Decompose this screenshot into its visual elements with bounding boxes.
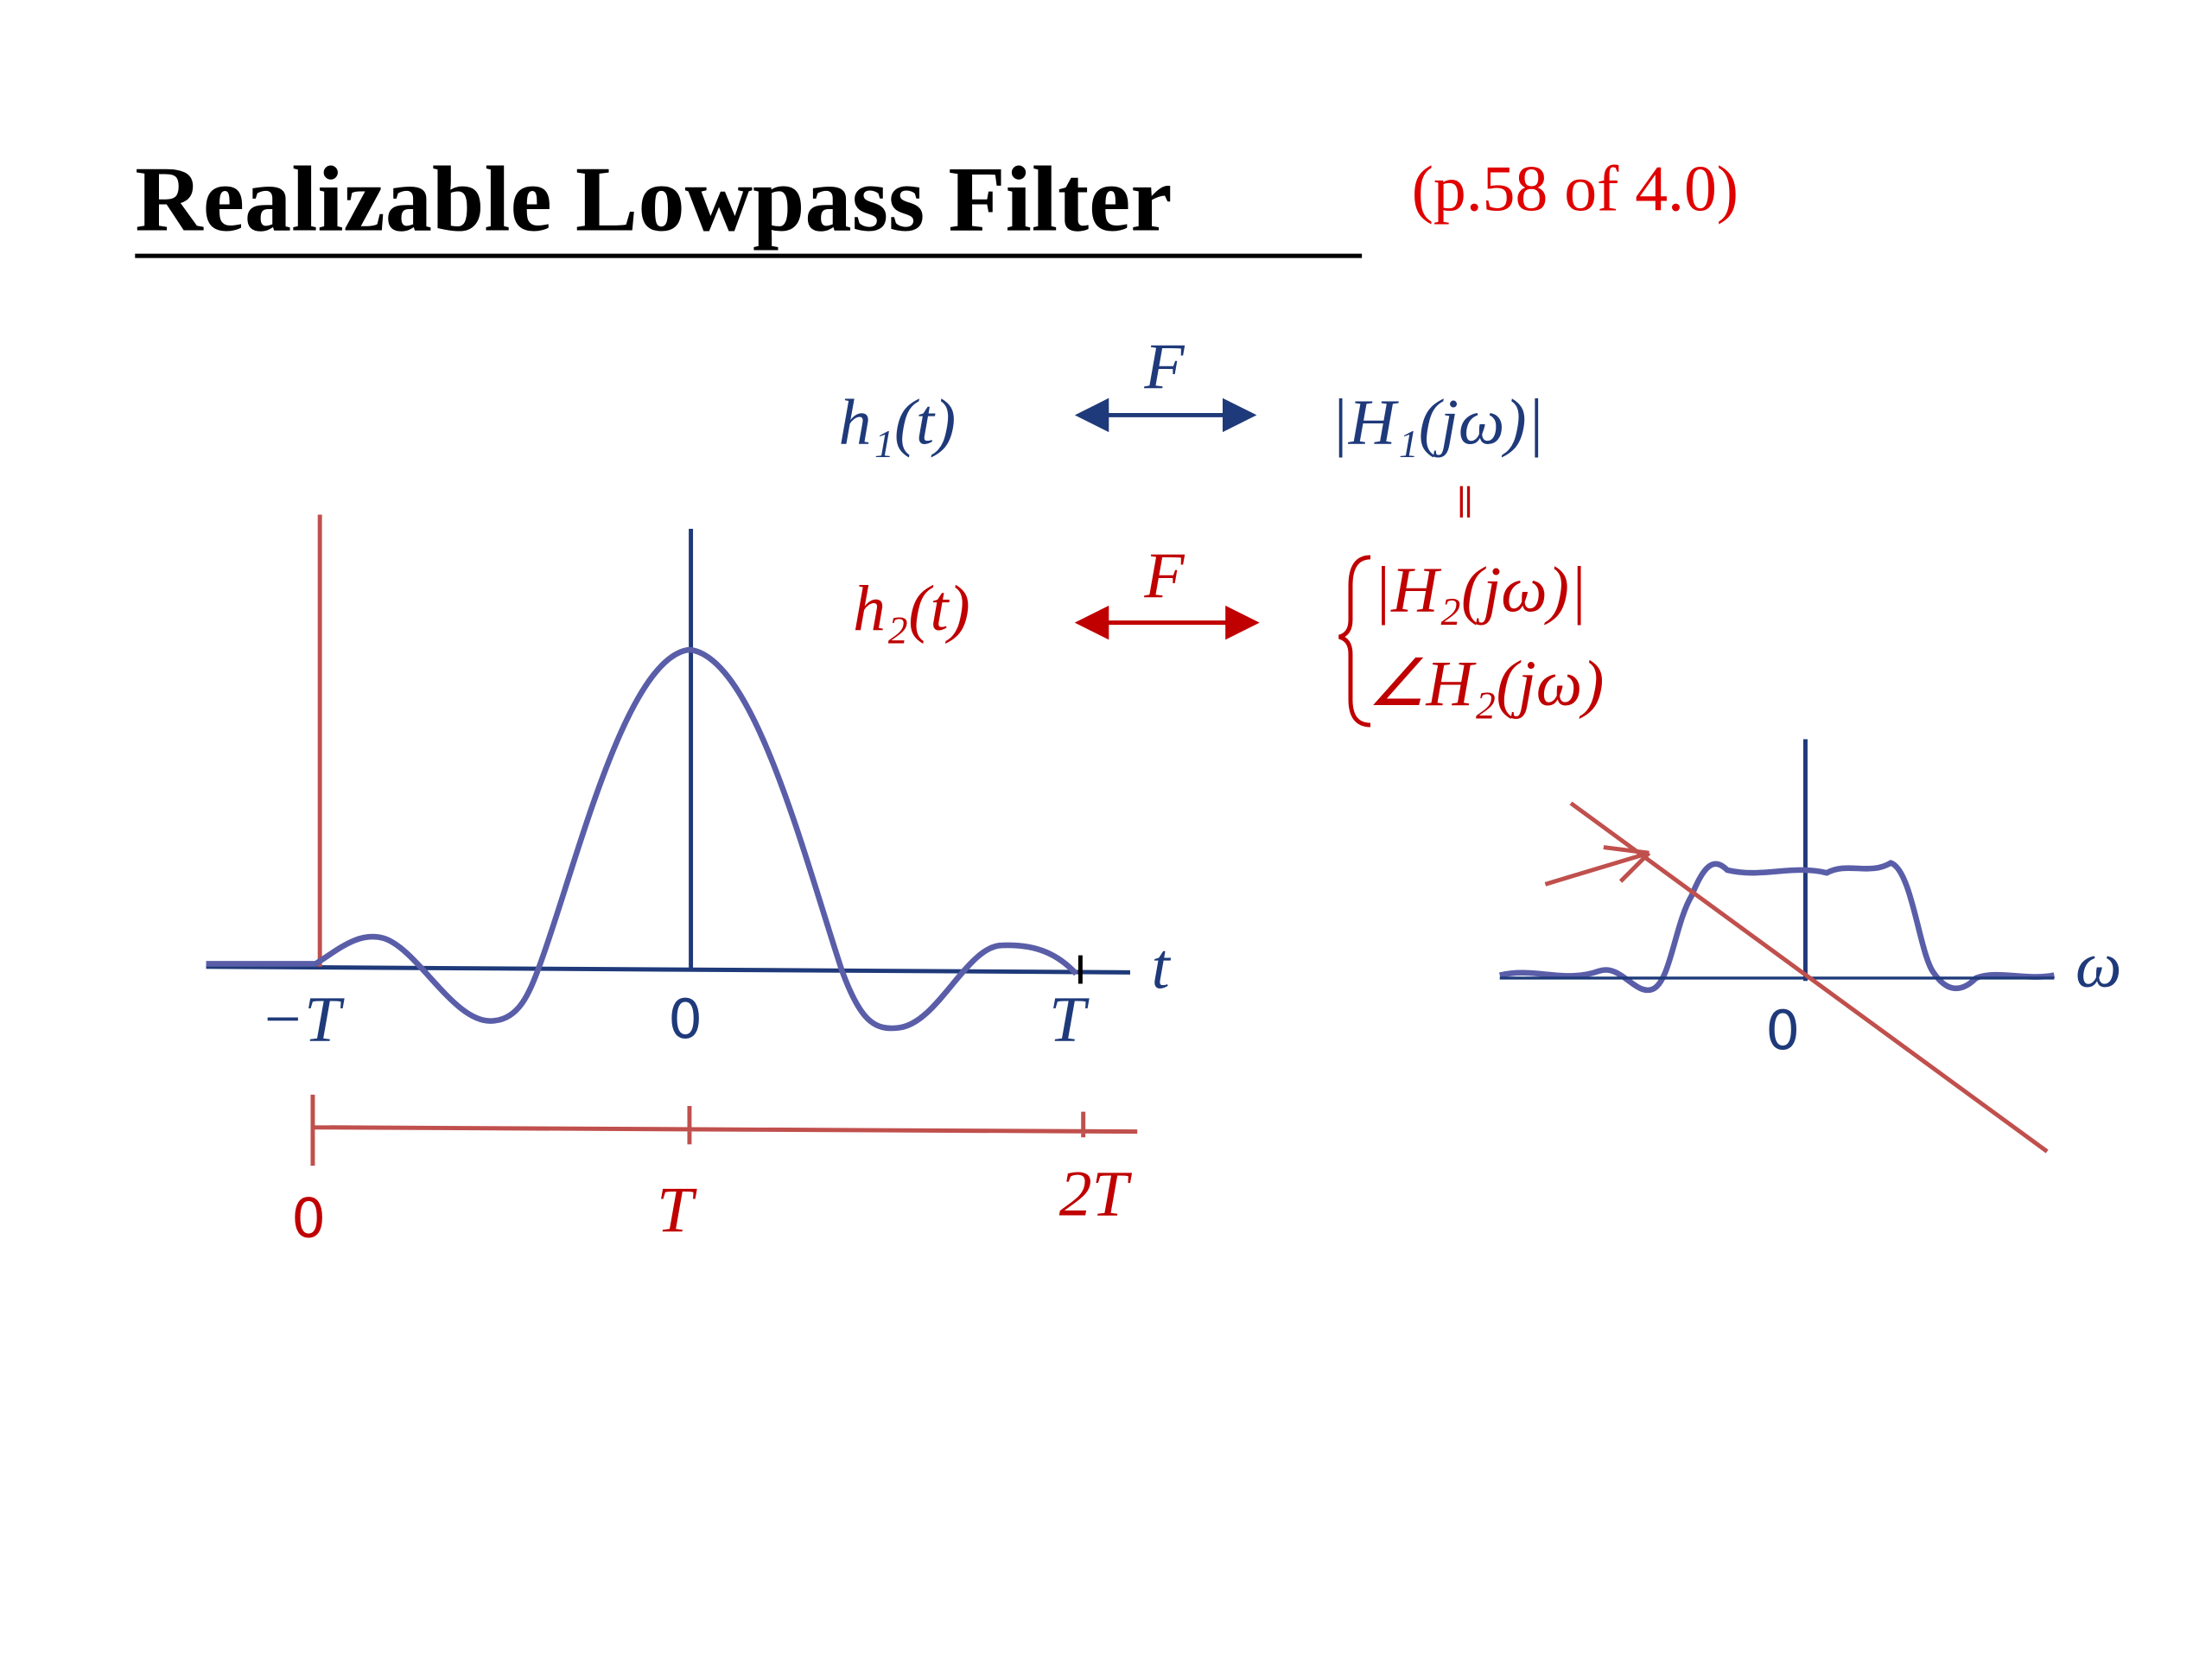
phase: ∠H₂(jω) bbox=[1368, 648, 1605, 720]
reference: (p.58 of 4.0) bbox=[1412, 153, 1738, 225]
brace bbox=[1338, 555, 1371, 728]
tick-label: T bbox=[657, 1174, 697, 1246]
tick-label: 0 bbox=[291, 1186, 326, 1249]
equals-sign bbox=[1459, 486, 1471, 518]
tick-label: 0 bbox=[1765, 999, 1800, 1062]
signal: h₂(t) bbox=[853, 573, 970, 645]
tick-label: 0 bbox=[668, 988, 702, 1051]
tick-label: 2T bbox=[1059, 1159, 1133, 1230]
phase-line bbox=[1569, 801, 2049, 1154]
impulse-response bbox=[206, 646, 1078, 1032]
magnitude-response bbox=[1498, 860, 2056, 994]
magnitude: |H₂(jω)| bbox=[1373, 554, 1586, 626]
tick-label: −T bbox=[260, 983, 345, 1055]
spectrum: |H₁(jω)| bbox=[1331, 386, 1544, 458]
axis-label: ω bbox=[2075, 930, 2121, 1001]
operator: F bbox=[1143, 331, 1185, 403]
pointer-arrow bbox=[1544, 845, 1651, 887]
t-axis bbox=[206, 964, 1130, 975]
title: Realizable Lowpass Filter bbox=[135, 148, 1172, 251]
operator: F bbox=[1143, 540, 1185, 612]
axis-label: t bbox=[1152, 931, 1172, 1002]
signal: h₁(t) bbox=[839, 386, 957, 458]
tick-label: T bbox=[1049, 983, 1090, 1055]
shifted-time-axis bbox=[310, 1094, 1138, 1166]
